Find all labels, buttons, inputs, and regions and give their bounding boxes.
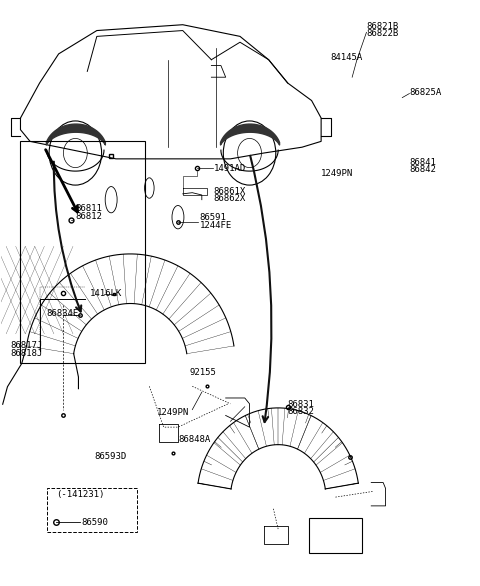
Text: 1244FE: 1244FE: [199, 221, 232, 230]
Text: 86822B: 86822B: [366, 29, 399, 38]
Text: 1249PN: 1249PN: [321, 169, 353, 178]
Text: 86831: 86831: [288, 400, 314, 408]
Text: 86841: 86841: [409, 158, 436, 166]
Text: 86861X: 86861X: [214, 187, 246, 196]
Bar: [309, 517, 362, 553]
Text: 84145A: 84145A: [331, 53, 363, 62]
Text: 92155: 92155: [190, 367, 217, 377]
Text: 86591: 86591: [199, 213, 226, 222]
Text: (-141231): (-141231): [56, 490, 105, 499]
Text: 86842: 86842: [409, 165, 436, 174]
Text: 86590: 86590: [82, 518, 108, 527]
Text: 86818J: 86818J: [10, 349, 42, 358]
Text: 86848A: 86848A: [178, 435, 210, 444]
Bar: [21, 141, 144, 363]
Text: 86593D: 86593D: [95, 452, 127, 461]
Text: 86817J: 86817J: [10, 342, 42, 350]
Text: 86811: 86811: [75, 205, 102, 213]
Text: 86832: 86832: [288, 407, 314, 416]
Text: 1491AD: 1491AD: [214, 163, 246, 172]
Text: 1416LK: 1416LK: [90, 289, 122, 298]
Text: 86862X: 86862X: [214, 195, 246, 203]
Text: 86821B: 86821B: [366, 22, 399, 31]
Text: 86812: 86812: [75, 212, 102, 221]
Text: 86825A: 86825A: [409, 88, 442, 97]
Text: 1249PN: 1249PN: [156, 408, 189, 417]
Text: 86834E: 86834E: [47, 309, 79, 318]
